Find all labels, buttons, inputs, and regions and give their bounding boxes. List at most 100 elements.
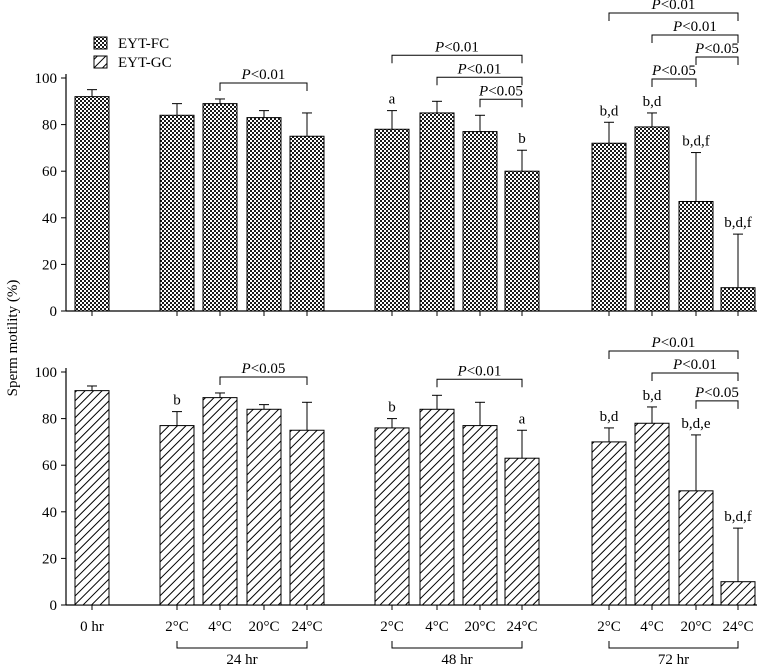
group-bracket <box>391 641 523 649</box>
y-tick-label: 60 <box>42 458 57 474</box>
x-category-label: 24°C <box>722 619 753 635</box>
chart-panel-top: 0 20 40 60 80 100 a b b,d b,d b,d,f b,d,f P<0.05 P<0.… <box>35 0 757 320</box>
significance-label: P<0.05 <box>694 41 739 57</box>
significance-label: P<0.05 <box>241 361 286 377</box>
x-category-label: 2°C <box>165 619 189 635</box>
bar <box>74 390 110 606</box>
y-tick-label: 0 <box>50 304 58 320</box>
significance-label: P<0.01 <box>457 61 502 77</box>
bar-annotation: b,d <box>643 388 662 404</box>
legend-swatch-fc <box>93 36 108 50</box>
bar-annotation: a <box>519 411 526 427</box>
bar <box>74 96 110 312</box>
x-category-label: 2°C <box>597 619 621 635</box>
bar <box>419 408 455 606</box>
bar <box>289 135 325 312</box>
x-category-label: 0 hr <box>80 619 104 635</box>
bar-annotation: b,d,f <box>682 134 710 150</box>
bar <box>202 103 238 312</box>
significance-label: P<0.05 <box>478 83 523 99</box>
significance-label: P<0.01 <box>434 39 479 55</box>
legend: EYT-FC EYT-GC <box>93 36 172 71</box>
x-category-label: 4°C <box>208 619 232 635</box>
significance-label: P<0.01 <box>651 335 696 351</box>
y-tick-label: 20 <box>42 551 57 567</box>
significance-label: P<0.05 <box>694 385 739 401</box>
x-category-label: 20°C <box>680 619 711 635</box>
bar-annotation: b <box>173 393 181 409</box>
bar <box>504 457 540 606</box>
significance-bracket <box>651 34 739 43</box>
y-tick-label: 40 <box>42 211 57 227</box>
significance-bracket <box>695 400 739 409</box>
y-tick-label: 80 <box>42 412 57 428</box>
bar-annotation: b,d,e <box>681 416 711 432</box>
bar <box>159 114 195 312</box>
significance-bracket <box>391 54 523 64</box>
significance-bracket <box>479 98 523 108</box>
y-tick-label: 100 <box>35 365 58 381</box>
group-label: 72 hr <box>658 652 689 666</box>
significance-label: P<0.01 <box>241 67 286 83</box>
significance-label: P<0.01 <box>457 363 502 379</box>
significance-label: P<0.01 <box>651 0 696 13</box>
group-bracket <box>608 641 739 649</box>
significance-bracket <box>608 12 739 21</box>
y-tick-label: 40 <box>42 505 57 521</box>
bar <box>374 128 410 312</box>
bar <box>159 425 195 606</box>
bar-annotation: b,d,f <box>724 509 752 525</box>
bar <box>634 126 670 312</box>
bar <box>374 427 410 606</box>
bar-annotation: a <box>389 92 396 108</box>
bar <box>678 200 714 312</box>
x-axis-labels: 0 hr 2°C 4°C 20°C 24°C 2°C 4°C 20°C 24°C 2°C 4°C 20… <box>80 619 753 666</box>
significance-bracket <box>695 56 739 65</box>
x-category-label: 4°C <box>640 619 664 635</box>
group-label: 48 hr <box>441 652 472 666</box>
bar-annotation: b <box>518 131 526 147</box>
bar <box>289 429 325 606</box>
bar <box>591 441 627 606</box>
significance-bracket <box>219 376 308 385</box>
group-bracket <box>176 641 308 649</box>
bar <box>591 142 627 312</box>
y-tick-label: 80 <box>42 118 57 134</box>
legend-swatch-gc <box>93 55 108 69</box>
bar-annotation: b,d <box>643 94 662 110</box>
significance-label: P<0.05 <box>651 63 696 79</box>
bar <box>246 408 282 606</box>
x-category-label: 20°C <box>248 619 279 635</box>
bar-annotation: b,d,f <box>724 215 752 231</box>
significance-bracket <box>219 82 308 91</box>
bar-annotation: b <box>388 400 396 416</box>
significance-bracket <box>651 78 697 87</box>
y-tick-label: 0 <box>50 598 58 614</box>
bar-annotation: b,d <box>600 409 619 425</box>
x-category-label: 4°C <box>425 619 449 635</box>
bar <box>720 581 756 606</box>
bar <box>202 397 238 606</box>
bar <box>720 287 756 312</box>
bar <box>634 422 670 606</box>
significance-bracket <box>608 350 739 359</box>
significance-label: P<0.01 <box>672 357 717 373</box>
y-tick-label: 20 <box>42 257 57 273</box>
x-category-label: 2°C <box>380 619 404 635</box>
significance-label: P<0.01 <box>672 19 717 35</box>
bar <box>678 490 714 606</box>
bar-annotation: b,d <box>600 103 619 119</box>
y-tick-label: 60 <box>42 164 57 180</box>
legend-label-fc: EYT-FC <box>118 36 169 52</box>
x-category-label: 20°C <box>464 619 495 635</box>
significance-bracket <box>436 378 523 388</box>
bar <box>246 117 282 312</box>
y-axis-label: Sperm motility (%) <box>5 280 21 397</box>
group-label: 24 hr <box>226 652 257 666</box>
legend-label-gc: EYT-GC <box>118 55 172 71</box>
bar <box>504 170 540 312</box>
significance-bracket <box>436 76 523 86</box>
chart-panel-bottom: 0 20 40 60 80 100 b b a b,d b,d b,d,e b,d,f P<0.05 P<0… <box>35 335 757 614</box>
bar <box>419 112 455 312</box>
